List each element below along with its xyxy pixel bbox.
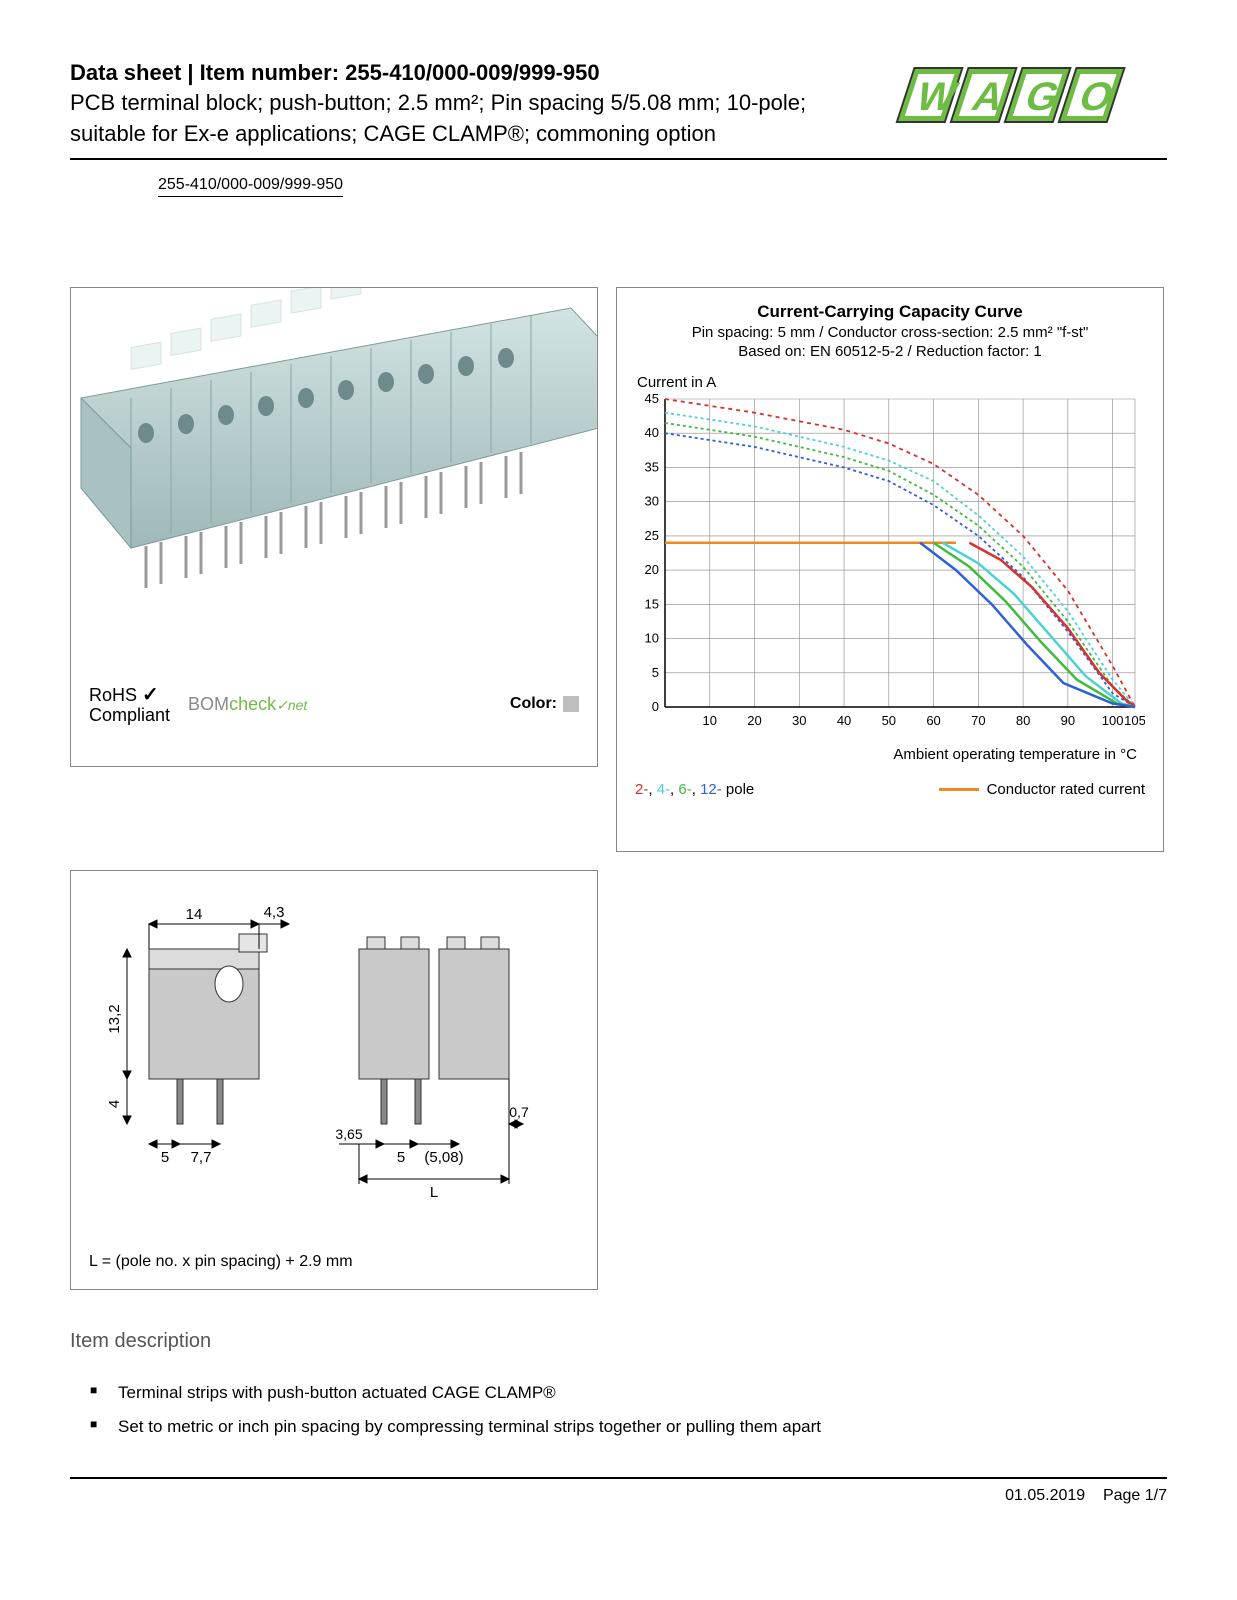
- svg-text:30: 30: [645, 493, 659, 508]
- chart-panel: Current-Carrying Capacity Curve Pin spac…: [616, 287, 1164, 852]
- bomcheck-prefix: BOM: [188, 694, 229, 714]
- svg-text:40: 40: [837, 713, 851, 728]
- svg-text:0: 0: [652, 699, 659, 714]
- svg-text:60: 60: [926, 713, 940, 728]
- svg-text:10: 10: [645, 630, 659, 645]
- title-line: Data sheet | Item number: 255-410/000-00…: [70, 60, 867, 86]
- color-label-group: Color:: [510, 695, 579, 713]
- chart-title: Current-Carrying Capacity Curve: [635, 302, 1145, 322]
- list-item: Set to metric or inch pin spacing by com…: [90, 1417, 1167, 1437]
- svg-text:35: 35: [645, 459, 659, 474]
- dim-4: 4: [106, 1099, 123, 1107]
- bomcheck-logo: BOMcheck✓net: [188, 694, 307, 715]
- footer: 01.05.2019 Page 1/7: [70, 1477, 1167, 1505]
- svg-text:15: 15: [645, 596, 659, 611]
- dim-L: L: [430, 1184, 438, 1201]
- bomcheck-suffix: ✓net: [276, 697, 307, 713]
- subtitle: PCB terminal block; push-button; 2.5 mm²…: [70, 88, 867, 150]
- chart-svg: 10 20 30 40 50 60 70 80 90 100105 0 5 10 15 20 25 30 35 40…: [635, 393, 1145, 733]
- title-sep: |: [181, 60, 199, 85]
- header: Data sheet | Item number: 255-410/000-00…: [70, 60, 1167, 160]
- compliant-label: Compliant: [89, 705, 170, 725]
- rohs-label: RoHS: [89, 685, 137, 705]
- dim-14: 14: [186, 906, 203, 923]
- item-number-badge: 255-410/000-009/999-950: [158, 174, 343, 197]
- svg-text:40: 40: [645, 425, 659, 440]
- svg-text:80: 80: [1016, 713, 1030, 728]
- description-list: Terminal strips with push-button actuate…: [70, 1383, 1167, 1437]
- title-label: Item number:: [200, 60, 339, 85]
- svg-text:50: 50: [882, 713, 896, 728]
- chart-area: Current in A 102030405060708090100105051…: [635, 374, 1145, 763]
- product-render: [71, 288, 597, 668]
- dim-5a: 5: [161, 1149, 169, 1166]
- legend-4pole: 4-: [657, 781, 670, 798]
- footer-page: Page 1/7: [1103, 1487, 1167, 1504]
- legend-2pole: 2-: [635, 781, 648, 798]
- svg-text:100: 100: [1102, 713, 1124, 728]
- legend-rated-label: Conductor rated current: [987, 781, 1145, 798]
- svg-text:5: 5: [652, 664, 659, 679]
- item-number: 255-410/000-009/999-950: [345, 60, 599, 85]
- legend: 2-, 4-, 6-, 12- pole Conductor rated cur…: [635, 781, 1145, 798]
- dim-508: (5,08): [424, 1149, 463, 1166]
- footer-date: 01.05.2019: [1005, 1487, 1085, 1504]
- dimensions-panel: 14 4,3 13,2 4 5 7,7: [70, 870, 598, 1290]
- svg-text:10: 10: [703, 713, 717, 728]
- legend-12pole: 12-: [700, 781, 722, 798]
- product-panel: RoHS ✓ Compliant BOMcheck✓net Color:: [70, 287, 598, 767]
- check-icon: ✓: [142, 684, 159, 706]
- dim-43: 4,3: [264, 904, 285, 921]
- svg-text:70: 70: [971, 713, 985, 728]
- svg-text:30: 30: [792, 713, 806, 728]
- legend-line-icon: [939, 788, 979, 791]
- dim-77: 7,7: [191, 1149, 212, 1166]
- list-item: Terminal strips with push-button actuate…: [90, 1383, 1167, 1403]
- dimension-formula: L = (pole no. x pin spacing) + 2.9 mm: [89, 1253, 353, 1271]
- x-axis-label: Ambient operating temperature in °C: [635, 746, 1137, 763]
- svg-text:105: 105: [1124, 713, 1145, 728]
- color-label: Color:: [510, 695, 557, 713]
- legend-6pole: 6-: [678, 781, 691, 798]
- y-axis-label: Current in A: [637, 374, 1145, 391]
- color-swatch: [563, 696, 579, 712]
- dim-365: 3,65: [335, 1126, 362, 1142]
- description-heading: Item description: [70, 1330, 1167, 1353]
- legend-poles: 2-, 4-, 6-, 12- pole: [635, 781, 754, 798]
- rohs-block: RoHS ✓ Compliant: [89, 684, 170, 726]
- wago-logo: W A G O: [867, 60, 1167, 135]
- title-prefix: Data sheet: [70, 60, 181, 85]
- svg-text:90: 90: [1061, 713, 1075, 728]
- chart-sub2: Based on: EN 60512-5-2 / Reduction facto…: [635, 343, 1145, 360]
- svg-text:20: 20: [747, 713, 761, 728]
- legend-pole-suffix: pole: [722, 781, 755, 798]
- dimensions-svg: 14 4,3 13,2 4 5 7,7: [89, 889, 579, 1229]
- dim-5b: 5: [397, 1149, 405, 1166]
- dim-132: 13,2: [106, 1004, 123, 1033]
- svg-text:25: 25: [645, 527, 659, 542]
- dim-07: 0,7: [509, 1104, 529, 1120]
- svg-text:20: 20: [645, 562, 659, 577]
- svg-text:45: 45: [645, 393, 659, 406]
- legend-rated: Conductor rated current: [939, 781, 1145, 798]
- chart-sub1: Pin spacing: 5 mm / Conductor cross-sect…: [635, 324, 1145, 341]
- header-text: Data sheet | Item number: 255-410/000-00…: [70, 60, 867, 150]
- bomcheck-mid: check: [229, 694, 276, 714]
- compliance-row: RoHS ✓ Compliant BOMcheck✓net Color:: [71, 668, 597, 742]
